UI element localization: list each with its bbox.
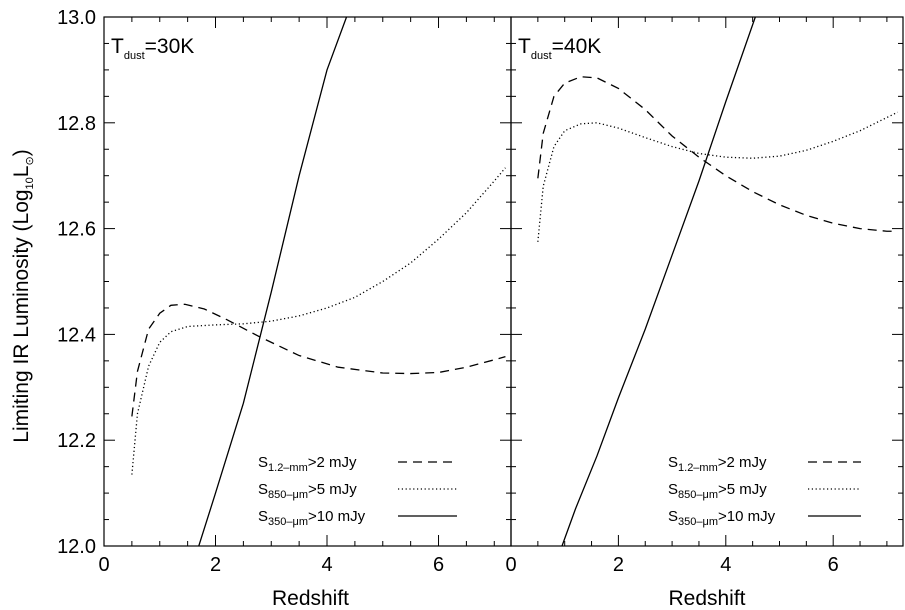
legend: S1.2–mm>2 mJy S850–μm>5 mJy S350–μm>10 mJy <box>668 454 861 528</box>
series-line-solid <box>561 17 756 546</box>
x-axis-title: Redshift <box>272 587 349 610</box>
legend-label: S350–μm>10 mJy <box>258 508 366 528</box>
y-tick-label: 12.0 <box>57 536 96 558</box>
y-tick-label: 12.2 <box>57 430 96 452</box>
legend-label: S850–μm>5 mJy <box>668 481 767 501</box>
x-tick-label: 6 <box>433 554 444 576</box>
x-tick-label: 2 <box>210 554 221 576</box>
panel-label: Tdust=30K <box>111 35 194 62</box>
x-tick-label: 2 <box>613 554 624 576</box>
x-tick-label: 4 <box>720 554 731 576</box>
legend: S1.2–mm>2 mJy S850–μm>5 mJy S350–μm>10 mJy <box>258 454 457 528</box>
y-tick-label: 12.6 <box>57 219 96 241</box>
y-tick-label: 13.0 <box>57 7 96 29</box>
series-line-dotted <box>131 167 506 475</box>
panel-tdust-30k: 0 2 4 6 12.0 12.2 12.4 12.6 12.8 13.0 Redshift Tdus… <box>57 7 512 610</box>
x-tick-label: 4 <box>321 554 332 576</box>
x-axis-title: Redshift <box>668 587 745 610</box>
series-line-dashed <box>537 76 898 232</box>
panel-label: Tdust=40K <box>518 35 601 62</box>
legend-label: S850–μm>5 mJy <box>258 481 357 501</box>
legend-label: S1.2–mm>2 mJy <box>258 454 357 474</box>
x-tick-label: 0 <box>98 554 109 576</box>
y-tick-label: 12.4 <box>57 324 96 346</box>
legend-label: S350–μm>10 mJy <box>668 508 776 528</box>
series-line-dotted <box>537 111 898 242</box>
series-line-solid <box>198 17 348 546</box>
series-line-dashed <box>131 303 506 417</box>
panel-tdust-40k: 0 2 4 6 Redshift Tdust=40K S1.2–mm>2 mJy S850–μ… <box>505 16 904 610</box>
x-tick-label: 6 <box>828 554 839 576</box>
x-tick-label: 0 <box>505 554 516 576</box>
y-axis-title: Limiting IR Luminosity (Log10L⊙) <box>10 149 36 442</box>
y-tick-label: 12.8 <box>57 113 96 135</box>
legend-label: S1.2–mm>2 mJy <box>668 454 767 474</box>
